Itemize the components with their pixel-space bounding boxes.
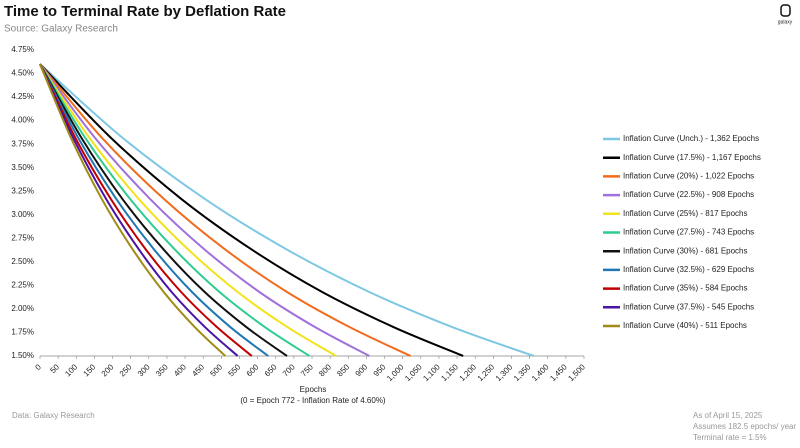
y-tick-label: 2.00% <box>11 304 34 313</box>
series-line <box>39 63 535 357</box>
series-line <box>39 63 337 357</box>
legend-label: Inflation Curve (35%) - 584 Epochs <box>623 284 748 293</box>
series-line <box>39 63 288 357</box>
x-tick-label: 250 <box>118 362 134 378</box>
series-line <box>39 63 253 357</box>
y-tick-label: 2.25% <box>11 280 34 289</box>
series-line <box>39 63 311 357</box>
x-tick-label: 0 <box>33 362 43 372</box>
legend-label: Inflation Curve (32.5%) - 629 Epochs <box>623 265 754 274</box>
legend-label: Inflation Curve (22.5%) - 908 Epochs <box>623 190 754 199</box>
series-line <box>39 63 370 357</box>
x-tick-label: 750 <box>299 362 315 378</box>
x-tick-label: 50 <box>48 362 61 375</box>
x-tick-label: 1,000 <box>385 362 406 383</box>
y-tick-label: 4.25% <box>11 92 34 101</box>
chart-title: Time to Terminal Rate by Deflation Rate <box>4 3 286 20</box>
x-tick-label: 1,500 <box>566 362 587 383</box>
x-tick-label: 1,050 <box>403 362 424 383</box>
legend-label: Inflation Curve (17.5%) - 1,167 Epochs <box>623 153 761 162</box>
footer-right: As of April 15, 2025 <box>693 411 763 420</box>
legend-label: Inflation Curve (30%) - 681 Epochs <box>623 246 748 255</box>
y-tick-label: 2.50% <box>11 257 34 266</box>
series-line <box>39 63 226 357</box>
x-tick-label: 1,300 <box>494 362 515 383</box>
x-axis-note: (0 = Epoch 772 - Inflation Rate of 4.60%… <box>240 396 386 405</box>
x-tick-label: 800 <box>317 362 333 378</box>
y-tick-label: 2.75% <box>11 233 34 242</box>
y-tick-label: 4.50% <box>11 69 34 78</box>
logo: galaxy <box>778 19 793 25</box>
y-tick-label: 4.00% <box>11 116 34 125</box>
footer-left: Data: Galaxy Research <box>12 411 95 420</box>
series-line <box>39 63 239 357</box>
x-tick-label: 100 <box>63 362 79 378</box>
x-tick-label: 400 <box>172 362 188 378</box>
series-line <box>39 63 269 357</box>
series-line <box>39 63 412 357</box>
x-axis-label: Epochs <box>300 385 327 394</box>
legend-label: Inflation Curve (40%) - 511 Epochs <box>623 321 747 330</box>
legend-label: Inflation Curve (25%) - 817 Epochs <box>623 209 748 218</box>
footer-right: Terminal rate = 1.5% <box>693 433 767 442</box>
x-tick-label: 450 <box>190 362 206 378</box>
x-tick-label: 500 <box>208 362 224 378</box>
x-tick-label: 1,450 <box>548 362 569 383</box>
y-tick-label: 1.75% <box>11 328 34 337</box>
series-line <box>39 63 464 357</box>
x-tick-label: 300 <box>136 362 152 378</box>
x-tick-label: 550 <box>227 362 243 378</box>
legend-label: Inflation Curve (27.5%) - 743 Epochs <box>623 228 754 237</box>
y-tick-label: 3.25% <box>11 186 34 195</box>
y-tick-label: 3.75% <box>11 139 34 148</box>
y-tick-label: 4.75% <box>11 45 34 54</box>
x-tick-label: 150 <box>81 362 97 378</box>
x-tick-label: 700 <box>281 362 297 378</box>
x-tick-label: 1,150 <box>439 362 460 383</box>
chart-subtitle: Source: Galaxy Research <box>4 24 118 35</box>
x-tick-label: 900 <box>353 362 369 378</box>
x-tick-label: 1,200 <box>458 362 479 383</box>
x-tick-label: 1,350 <box>512 362 533 383</box>
logo-icon <box>780 4 791 17</box>
legend-label: Inflation Curve (Unch.) - 1,362 Epochs <box>623 134 759 143</box>
y-tick-label: 1.50% <box>11 351 34 360</box>
legend-label: Inflation Curve (20%) - 1,022 Epochs <box>623 172 754 181</box>
x-tick-label: 200 <box>100 362 116 378</box>
x-tick-label: 1,400 <box>530 362 551 383</box>
y-tick-label: 3.00% <box>11 210 34 219</box>
footer-right: Assumes 182.5 epochs/ year <box>693 422 797 431</box>
x-tick-label: 1,250 <box>476 362 497 383</box>
x-tick-label: 650 <box>263 362 279 378</box>
x-tick-label: 600 <box>245 362 261 378</box>
y-tick-label: 3.50% <box>11 163 34 172</box>
x-tick-label: 850 <box>335 362 351 378</box>
x-tick-label: 350 <box>154 362 170 378</box>
x-tick-label: 1,100 <box>421 362 442 383</box>
legend-label: Inflation Curve (37.5%) - 545 Epochs <box>623 302 754 311</box>
